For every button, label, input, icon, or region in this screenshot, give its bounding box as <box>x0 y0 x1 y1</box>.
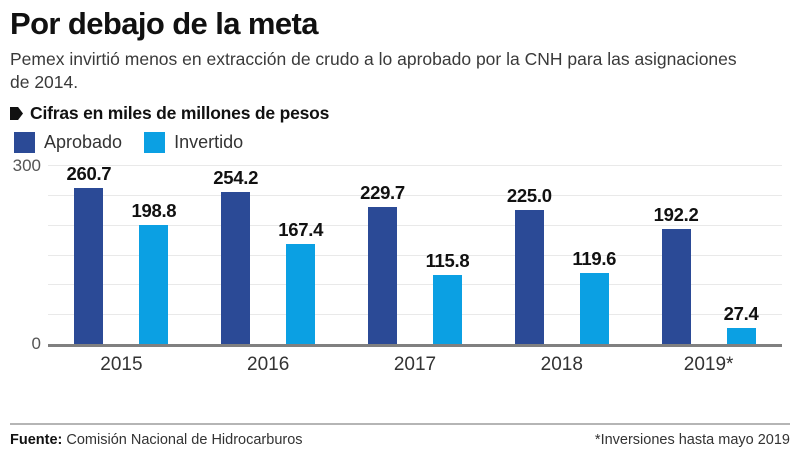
footer-source-prefix: Fuente: <box>10 432 63 448</box>
bar-value-label: 167.4 <box>278 219 324 241</box>
bar-rect <box>139 225 169 344</box>
page-title: Por debajo de la meta <box>10 6 318 41</box>
bar-rect <box>726 327 756 344</box>
footer-note: *Inversiones hasta mayo 2019 <box>594 432 790 448</box>
legend-item-invertido[interactable]: Invertido <box>144 132 243 153</box>
bar-value-label: 260.7 <box>66 163 112 185</box>
bar-value-label: 254.2 <box>213 167 259 189</box>
bar-aprobado-2016[interactable]: 254.2 <box>213 165 258 344</box>
legend-swatch-aprobado <box>14 132 35 153</box>
bar-value-label: 119.6 <box>572 247 617 269</box>
bar-rect <box>514 209 544 344</box>
bar-invertido-2015[interactable]: 198.8 <box>131 165 177 344</box>
bar-group-2019: 192.2 27.4 <box>635 165 782 344</box>
footer-source-text: Comisión Nacional de Hidrocarburos <box>62 432 303 448</box>
bar-value-label: 115.8 <box>425 249 470 271</box>
bar-group-2016: 254.2 167.4 <box>195 165 342 344</box>
x-axis-label-2015: 2015 <box>100 354 143 375</box>
bar-invertido-2016[interactable]: 167.4 <box>278 165 323 344</box>
bar-invertido-2019[interactable]: 27.4 <box>723 165 759 344</box>
bar-aprobado-2019[interactable]: 192.2 <box>654 165 699 344</box>
bar-rect <box>74 188 104 344</box>
bar-group-2018: 225.0 119.6 <box>488 165 635 344</box>
bar-rect <box>367 206 397 344</box>
legend-swatch-invertido <box>144 132 166 153</box>
bar-value-label: 229.7 <box>360 181 405 203</box>
x-axis-labels: 2015 2016 2017 2018 2019* <box>48 347 782 376</box>
bar-rect <box>661 229 691 344</box>
chart-bar-groups: 260.7 198.8 254.2 167.4 229.7 115.8 225.0 119.6… <box>48 163 782 344</box>
x-axis-label-2018: 2018 <box>540 354 583 375</box>
bar-invertido-2018[interactable]: 119.6 <box>572 165 616 344</box>
bar-value-label: 225.0 <box>506 184 552 206</box>
x-axis-label-2016: 2016 <box>247 354 290 375</box>
x-axis-label-2019: 2019* <box>683 354 734 375</box>
legend-label-aprobado: Aprobado <box>44 132 123 152</box>
page-subtitle: Pemex invirtió menos en extracción de cr… <box>10 49 737 92</box>
bar-rect <box>579 272 609 344</box>
legend-item-aprobado[interactable]: Aprobado <box>14 132 122 153</box>
bar-aprobado-2018[interactable]: 225.0 <box>507 165 552 344</box>
bar-group-2017: 229.7 115.8 <box>342 165 489 344</box>
chart-legend: Aprobado Invertido <box>10 124 790 153</box>
footer-source: Fuente: Comisión Nacional de Hidrocarbur… <box>10 432 303 448</box>
bar-value-label: 192.2 <box>653 204 699 226</box>
y-axis-label-min: 0 <box>31 334 41 353</box>
units-label: Cifras en miles de millones de pesos <box>30 103 330 123</box>
bar-value-label: 27.4 <box>723 302 759 324</box>
arrow-bullet-icon <box>10 107 23 120</box>
units-row: Cifras en miles de millones de pesos <box>10 94 790 124</box>
chart-plot-area: 300 0 260.7 198.8 254.2 167.4 229.7 115.8 225.… <box>13 157 782 352</box>
bar-aprobado-2015[interactable]: 260.7 <box>66 163 112 344</box>
x-axis-label-2017: 2017 <box>393 354 437 375</box>
bar-aprobado-2017[interactable]: 229.7 <box>360 165 405 344</box>
y-axis-label-max: 300 <box>12 156 41 175</box>
bar-rect <box>221 192 251 344</box>
chart-footer: Fuente: Comisión Nacional de Hidrocarbur… <box>10 423 790 448</box>
bar-rect <box>432 274 462 344</box>
bar-group-2015: 260.7 198.8 <box>48 163 195 344</box>
bar-value-label: 198.8 <box>131 200 177 222</box>
bar-invertido-2017[interactable]: 115.8 <box>426 165 470 344</box>
bar-rect <box>286 244 316 344</box>
legend-label-invertido: Invertido <box>174 132 244 152</box>
